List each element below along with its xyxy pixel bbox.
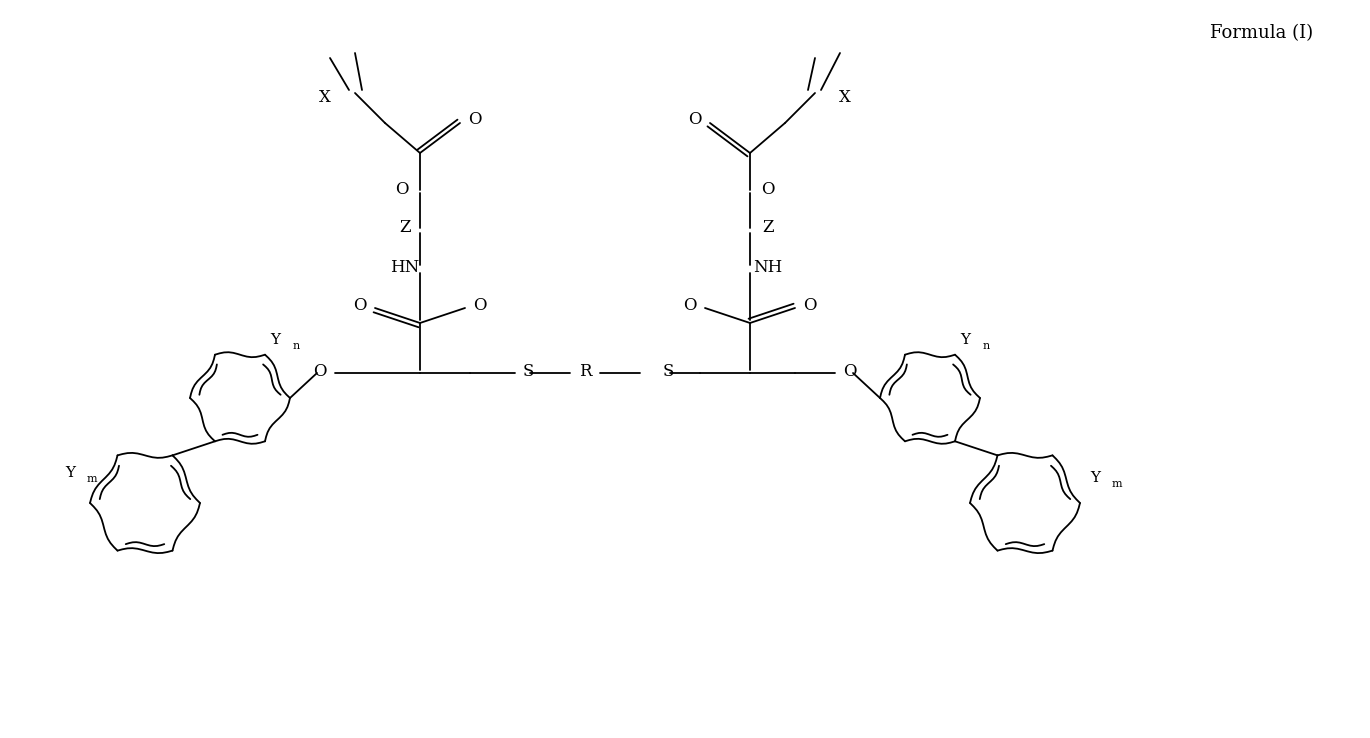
Text: R: R — [578, 362, 592, 379]
Text: Y: Y — [270, 333, 279, 347]
Text: Formula (I): Formula (I) — [1210, 24, 1312, 42]
Text: n: n — [293, 341, 300, 351]
Text: O: O — [684, 297, 697, 314]
Text: m: m — [1112, 479, 1122, 489]
Text: X: X — [838, 89, 851, 106]
Text: Y: Y — [64, 466, 75, 480]
Text: HN: HN — [390, 260, 419, 277]
Text: n: n — [984, 341, 991, 351]
Text: Y: Y — [960, 333, 970, 347]
Text: O: O — [803, 297, 817, 314]
Text: NH: NH — [754, 260, 782, 277]
Text: O: O — [762, 182, 775, 199]
Text: O: O — [396, 182, 408, 199]
Text: Z: Z — [399, 219, 411, 236]
Text: Y: Y — [1091, 471, 1100, 485]
Text: X: X — [319, 89, 332, 106]
Text: O: O — [469, 111, 482, 128]
Text: Z: Z — [762, 219, 774, 236]
Text: O: O — [314, 362, 327, 379]
Text: O: O — [844, 362, 856, 379]
Text: m: m — [88, 474, 97, 484]
Text: S: S — [662, 362, 674, 379]
Text: S: S — [522, 362, 534, 379]
Text: O: O — [473, 297, 486, 314]
Text: O: O — [688, 111, 701, 128]
Text: O: O — [353, 297, 367, 314]
